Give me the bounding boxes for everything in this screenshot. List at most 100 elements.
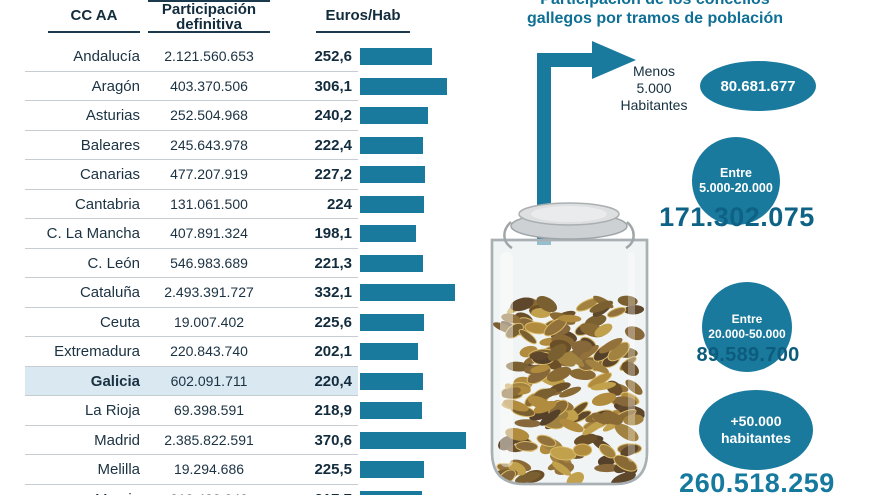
euros-per-hab-value: 332,1	[314, 284, 352, 301]
panel-title-line1: Participación de los concellos	[500, 0, 810, 9]
jar-lid	[503, 202, 635, 250]
table-row: Extremadura 220.843.740 202,1	[0, 337, 880, 367]
euros-per-hab-value: 306,1	[314, 77, 352, 95]
table-row: Madrid 2.385.822.591 370,6	[0, 426, 880, 455]
euros-bar	[360, 284, 455, 301]
table-row: Ceuta 19.007.402 225,6	[0, 308, 880, 337]
region-name: Ceuta	[99, 313, 140, 331]
euros-per-hab-value: 221,3	[314, 254, 352, 272]
coin-jar-illustration	[490, 202, 649, 486]
euros-bar	[360, 461, 424, 478]
row-separator	[25, 100, 358, 101]
tranche-1-label-line: Menos	[632, 63, 676, 79]
row-separator	[25, 365, 358, 367]
table-rows: Andalucía 2.121.560.653 252,6 Aragón 403…	[0, 42, 880, 495]
column-header-euros-hab: Euros/Hab	[316, 0, 410, 33]
table-row: Galicia 602.091.711 220,4	[0, 366, 880, 396]
region-name: Murcia	[25, 485, 140, 495]
region-name: Cantabria	[74, 195, 140, 213]
table-row: Andalucía 2.121.560.653 252,6	[0, 42, 880, 72]
euros-bar	[360, 313, 424, 331]
table-row: Aragón 403.370.506 306,1	[0, 72, 880, 101]
table-row: Cantabria 131.061.500 224	[0, 190, 880, 219]
region-name: Extremadura	[54, 343, 140, 360]
region-name: Baleares	[80, 136, 140, 154]
euros-per-hab-value: 222,4	[314, 136, 352, 154]
region-name: Cataluña	[79, 284, 140, 301]
table-row: Canarias 477.207.919 227,2	[0, 160, 880, 190]
euros-per-hab-value: 218,9	[314, 402, 352, 419]
participation-value: 69.398.591	[173, 402, 245, 418]
tranche-1-label: Menos 5.000 Habitantes	[608, 63, 700, 114]
euros-bar	[360, 166, 425, 183]
row-separator	[25, 454, 358, 455]
row-separator	[25, 395, 358, 396]
euros-bar	[360, 77, 447, 95]
table-row: Asturias 252.504.968 240,2	[0, 101, 880, 131]
table-row: Cataluña 2.493.391.727 332,1	[0, 278, 880, 308]
euros-per-hab-value: 224	[326, 195, 352, 213]
tranche-4-label-line: habitantes	[720, 430, 791, 446]
participation-value: 477.207.919	[170, 166, 248, 182]
euros-bar	[360, 48, 432, 65]
table-row: Melilla 19.294.686 225,5	[0, 455, 880, 485]
column-header-ccaa: CC AA	[48, 0, 140, 33]
participation-value: 407.891.324	[170, 225, 248, 241]
region-name: La Rioja	[84, 402, 140, 419]
euros-per-hab-value: 225,5	[314, 461, 352, 478]
participation-value: 245.643.978	[170, 136, 248, 153]
row-separator	[25, 159, 358, 160]
euros-per-hab-value: 225,6	[314, 313, 352, 331]
tranche-3-label-line: Entre	[731, 312, 763, 326]
row-separator	[25, 424, 358, 426]
euros-bar	[360, 136, 423, 154]
panel-title: Participación de los concellos gallegos …	[500, 0, 810, 28]
euros-bar	[360, 195, 424, 213]
tranche-4-label-line: +50.000	[730, 413, 782, 429]
region-name: C. La Mancha	[46, 225, 140, 242]
tranche-1-label-line: Habitantes	[620, 97, 688, 113]
row-separator	[25, 188, 358, 190]
row-separator	[25, 306, 358, 308]
tranche-1-value: 80.681.677	[720, 77, 796, 95]
tranche-4-value: 260.518.259	[679, 468, 835, 495]
euros-per-hab-value: 370,6	[314, 431, 352, 449]
euros-per-hab-value: 220,4	[314, 372, 352, 390]
row-separator	[25, 70, 358, 72]
euros-bar	[360, 372, 423, 390]
tranche-4-badge: +50.000 habitantes	[699, 390, 813, 470]
tranche-1-label-line: 5.000	[636, 80, 672, 96]
participation-value: 313.433.342	[150, 485, 268, 495]
euros-per-hab-value: 202,1	[314, 343, 352, 360]
participation-value: 2.385.822.591	[164, 431, 254, 448]
participation-value: 131.061.500	[170, 195, 248, 212]
column-header-participation: Participación definitiva	[148, 0, 270, 33]
euros-bar	[360, 490, 422, 495]
participation-value: 546.983.689	[170, 254, 248, 271]
coins	[493, 295, 645, 483]
region-name: Galicia	[90, 372, 140, 390]
table-row: C. La Mancha 407.891.324 198,1	[0, 219, 880, 249]
euros-bar	[360, 431, 466, 449]
tranche-2-label-line: Entre	[720, 166, 752, 180]
tranche-3-badge: Entre 20.000-50.000	[702, 282, 792, 372]
participation-value: 19.294.686	[173, 461, 245, 477]
euros-per-hab-value: 240,2	[314, 107, 352, 124]
row-separator	[25, 483, 358, 485]
row-separator	[25, 277, 358, 278]
region-name: Aragón	[91, 77, 140, 95]
euros-bar	[360, 254, 423, 272]
euros-bar	[360, 107, 428, 124]
tranche-1-value-badge: 80.681.677	[700, 61, 816, 111]
flow-arrow-icon	[537, 41, 636, 245]
euros-per-hab-value: 217,7	[283, 485, 352, 495]
tranche-3-label-line: 20.000-50.000	[708, 327, 786, 341]
participation-value: 2.493.391.727	[164, 284, 254, 300]
tranche-3-value: 89.589.700	[696, 344, 800, 366]
euros-bar	[360, 402, 422, 419]
euros-bar	[360, 343, 418, 360]
region-name: Asturias	[85, 107, 140, 124]
table-row: Murcia 313.433.342 217,7	[0, 485, 880, 495]
euros-per-hab-value: 252,6	[314, 48, 352, 65]
